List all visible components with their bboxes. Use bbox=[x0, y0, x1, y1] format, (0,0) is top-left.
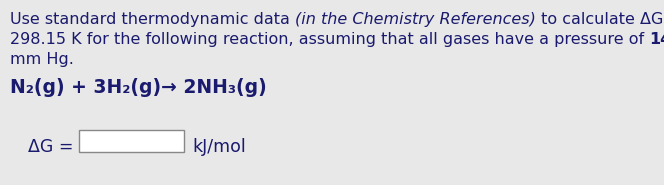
Text: (in the Chemistry References): (in the Chemistry References) bbox=[295, 12, 536, 27]
Text: 14.63: 14.63 bbox=[649, 32, 664, 47]
Text: Use standard thermodynamic data: Use standard thermodynamic data bbox=[10, 12, 295, 27]
Text: ΔG =: ΔG = bbox=[28, 138, 79, 156]
Text: mm Hg.: mm Hg. bbox=[10, 52, 74, 67]
Text: kJ/mol: kJ/mol bbox=[192, 138, 246, 156]
Bar bbox=[79, 130, 184, 152]
Text: 298.15 K for the following reaction, assuming that all gases have a pressure of: 298.15 K for the following reaction, ass… bbox=[10, 32, 649, 47]
Text: to calculate ΔG at: to calculate ΔG at bbox=[536, 12, 664, 27]
Text: N₂(g) + 3H₂(g)→ 2NH₃(g): N₂(g) + 3H₂(g)→ 2NH₃(g) bbox=[10, 78, 267, 97]
